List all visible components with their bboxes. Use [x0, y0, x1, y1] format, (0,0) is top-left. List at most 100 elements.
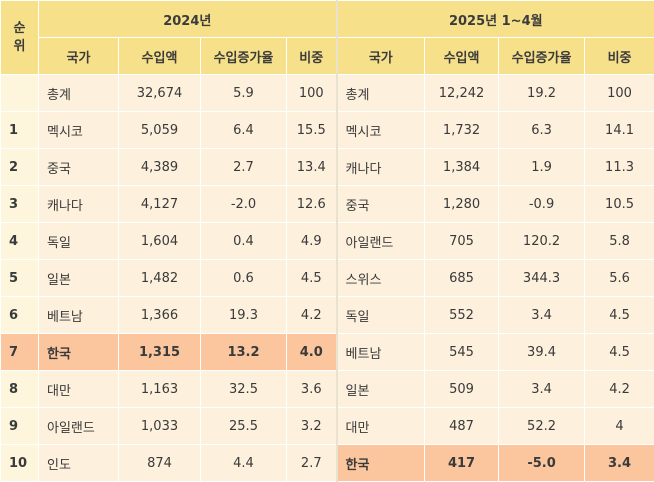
import-2024-cell: 4,127	[118, 185, 201, 223]
share-2024-cell: 13.4	[285, 148, 338, 186]
col-share-2024: 비중	[285, 37, 338, 75]
growth-2024-cell: 2.7	[200, 148, 287, 186]
growth-2024-cell: 32.5	[200, 370, 287, 408]
share-2025-cell: 5.6	[584, 259, 654, 297]
import-2025-cell: 685	[424, 259, 500, 297]
import-2024-cell: 5,059	[118, 111, 201, 149]
rank-cell: 8	[0, 370, 39, 408]
share-2024-cell: 12.6	[285, 185, 338, 223]
growth-2024-cell: 13.2	[200, 333, 287, 371]
rank-cell: 10	[0, 444, 39, 482]
import-2025-cell: 12,242	[424, 74, 500, 112]
growth-2024-cell: 19.3	[200, 296, 287, 334]
country-2024-cell: 한국	[38, 333, 119, 371]
import-2025-cell: 552	[424, 296, 500, 334]
col-import-2024: 수입액	[118, 37, 201, 75]
import-2025-cell: 509	[424, 370, 500, 408]
country-2024-cell: 베트남	[38, 296, 119, 334]
import-2024-cell: 1,315	[118, 333, 201, 371]
growth-2025-cell: 39.4	[498, 333, 586, 371]
rank-cell: 2	[0, 148, 39, 186]
growth-2024-cell: 4.4	[200, 444, 287, 482]
country-2025-cell: 독일	[335, 296, 426, 334]
share-2025-cell: 11.3	[584, 148, 654, 186]
country-2024-cell: 총계	[38, 74, 119, 112]
import-2024-cell: 1,163	[118, 370, 201, 408]
share-2024-cell: 3.6	[285, 370, 338, 408]
import-2024-cell: 4,389	[118, 148, 201, 186]
country-2025-cell: 일본	[335, 370, 426, 408]
col-country-2024: 국가	[38, 37, 119, 75]
table-row: 1 멕시코 5,059 6.4 15.5 멕시코 1,732 6.3 14.1	[0, 111, 654, 149]
year-2024-header: 2024년	[37, 0, 338, 38]
country-2024-cell: 일본	[38, 259, 119, 297]
rank-cell	[0, 74, 39, 112]
share-2025-cell: 4	[584, 407, 654, 445]
import-2025-cell: 487	[424, 407, 500, 445]
rank-cell: 7	[0, 333, 39, 371]
country-2025-cell: 스위스	[335, 259, 426, 297]
growth-2025-cell: 6.3	[498, 111, 586, 149]
country-2025-cell: 한국	[335, 444, 426, 482]
table-row: 3 캐나다 4,127 -2.0 12.6 중국 1,280 -0.9 10.5	[0, 185, 654, 223]
table-row: 8 대만 1,163 32.5 3.6 일본 509 3.4 4.2	[0, 370, 654, 408]
year-2025-header: 2025년 1~4월	[335, 0, 654, 38]
growth-2024-cell: 0.6	[200, 259, 287, 297]
country-2024-cell: 캐나다	[38, 185, 119, 223]
import-2024-cell: 1,366	[118, 296, 201, 334]
country-2025-cell: 캐나다	[335, 148, 426, 186]
import-2025-cell: 417	[424, 444, 500, 482]
growth-2025-cell: 344.3	[498, 259, 586, 297]
growth-2024-cell: 0.4	[200, 222, 287, 260]
share-2024-cell: 4.2	[285, 296, 338, 334]
table-row: 4 독일 1,604 0.4 4.9 아일랜드 705 120.2 5.8	[0, 222, 654, 260]
table-row: 6 베트남 1,366 19.3 4.2 독일 552 3.4 4.5	[0, 296, 654, 334]
rank-cell: 1	[0, 111, 39, 149]
growth-2025-cell: 3.4	[498, 370, 586, 408]
table-body: 총계 32,674 5.9 100 총계 12,242 19.2 100 1 멕시코 5,059 6.…	[0, 74, 654, 482]
country-2024-cell: 중국	[38, 148, 119, 186]
rank-header-top: 순	[13, 20, 26, 36]
table-row: 7 한국 1,315 13.2 4.0 베트남 545 39.4 4.5	[0, 333, 654, 371]
country-2025-cell: 대만	[335, 407, 426, 445]
growth-2025-cell: 19.2	[498, 74, 586, 112]
share-2025-cell: 10.5	[584, 185, 654, 223]
rank-cell: 3	[0, 185, 39, 223]
import-2024-cell: 874	[118, 444, 201, 482]
country-2025-cell: 베트남	[335, 333, 426, 371]
share-2025-cell: 14.1	[584, 111, 654, 149]
growth-2025-cell: 52.2	[498, 407, 586, 445]
import-2024-cell: 1,604	[118, 222, 201, 260]
share-2024-cell: 4.5	[285, 259, 338, 297]
col-country-2025: 국가	[335, 37, 426, 75]
country-2025-cell: 멕시코	[335, 111, 426, 149]
country-2025-cell: 아일랜드	[335, 222, 426, 260]
country-2025-cell: 중국	[335, 185, 426, 223]
rank-cell: 4	[0, 222, 39, 260]
import-2024-cell: 1,033	[118, 407, 201, 445]
country-2024-cell: 대만	[38, 370, 119, 408]
import-2025-cell: 1,732	[424, 111, 500, 149]
share-2024-cell: 15.5	[285, 111, 338, 149]
import-2024-cell: 1,482	[118, 259, 201, 297]
growth-2024-cell: -2.0	[200, 185, 287, 223]
share-2025-cell: 4.5	[584, 296, 654, 334]
table-row: 9 아일랜드 1,033 25.5 3.2 대만 487 52.2 4	[0, 407, 654, 445]
share-2024-cell: 100	[285, 74, 338, 112]
share-2025-cell: 4.2	[584, 370, 654, 408]
import-2025-cell: 1,384	[424, 148, 500, 186]
share-2024-cell: 3.2	[285, 407, 338, 445]
growth-2025-cell: 3.4	[498, 296, 586, 334]
growth-2024-cell: 5.9	[200, 74, 287, 112]
table-row: 10 인도 874 4.4 2.7 한국 417 -5.0 3.4	[0, 444, 654, 482]
growth-2024-cell: 6.4	[200, 111, 287, 149]
import-2024-cell: 32,674	[118, 74, 201, 112]
country-2024-cell: 아일랜드	[38, 407, 119, 445]
table-row: 5 일본 1,482 0.6 4.5 스위스 685 344.3 5.6	[0, 259, 654, 297]
share-2024-cell: 4.0	[285, 333, 338, 371]
share-2025-cell: 3.4	[584, 444, 654, 482]
import-2025-cell: 1,280	[424, 185, 500, 223]
growth-2025-cell: -0.9	[498, 185, 586, 223]
rank-header: 순 위	[0, 0, 39, 75]
